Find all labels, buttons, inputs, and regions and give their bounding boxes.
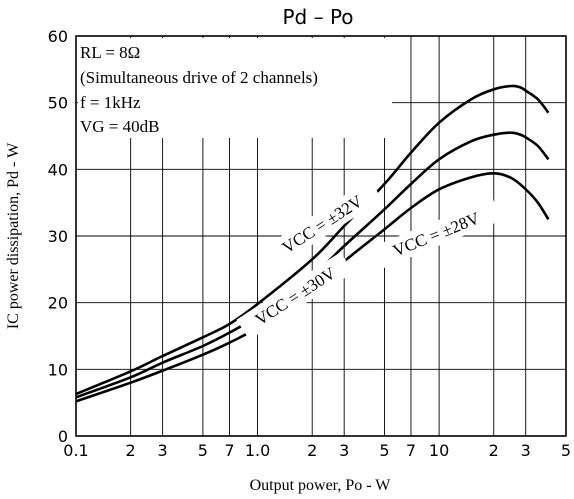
series-lines [75, 84, 550, 403]
conditions-box: RL = 8Ω (Simultaneous drive of 2 channel… [80, 43, 318, 136]
x-tick-label: 5 [561, 441, 571, 460]
condition-load: RL = 8Ω [80, 43, 140, 62]
y-tick-label: 20 [48, 294, 68, 313]
x-tick-label: 7 [406, 441, 416, 460]
x-tick-label: 2 [489, 441, 499, 460]
y-tick-label: 60 [48, 27, 68, 46]
x-axis-ticks: 0.1 2 3 5 7 1.0 2 3 5 7 10 2 3 5 [63, 441, 571, 460]
x-tick-label: 7 [224, 441, 234, 460]
x-tick-label: 3 [339, 441, 349, 460]
series-line-2 [75, 131, 550, 399]
chart-title: Pd – Po [282, 5, 353, 29]
x-tick-label: 2 [126, 441, 136, 460]
x-tick-label: 5 [198, 441, 208, 460]
y-tick-label: 0 [58, 427, 68, 446]
series-line-3 [75, 172, 550, 403]
x-tick-label: 3 [158, 441, 168, 460]
x-tick-label: 10 [429, 441, 449, 460]
label-backdrop-28 [370, 198, 502, 270]
y-tick-label: 30 [48, 227, 68, 246]
label-vcc-32: VCC = ±32V [279, 191, 367, 257]
y-tick-label: 40 [48, 160, 68, 179]
condition-channels: (Simultaneous drive of 2 channels) [80, 68, 318, 87]
x-axis-label: Output power, Po - W [250, 477, 392, 494]
x-tick-label: 5 [379, 441, 389, 460]
curve-labels: VCC = ±32V VCC = ±30V VCC = ±28V [236, 179, 502, 340]
y-tick-label: 50 [48, 94, 68, 113]
x-tick-label: 3 [521, 441, 531, 460]
y-tick-label: 10 [48, 360, 68, 379]
series-line-1 [75, 84, 550, 396]
x-tick-label: 1.0 [245, 441, 270, 460]
x-tick-label: 2 [307, 441, 317, 460]
y-axis-label: IC power dissipation, Pd - W [5, 142, 22, 329]
condition-frequency: f = 1kHz [80, 93, 141, 112]
label-backdrop-32 [261, 179, 383, 269]
condition-gain: VG = 40dB [80, 117, 159, 136]
conditions-backdrop [78, 38, 392, 138]
x-tick-label: 0.1 [63, 441, 88, 460]
label-backdrop-30 [236, 252, 354, 340]
y-axis-ticks: 0 10 20 30 40 50 60 [48, 27, 68, 446]
